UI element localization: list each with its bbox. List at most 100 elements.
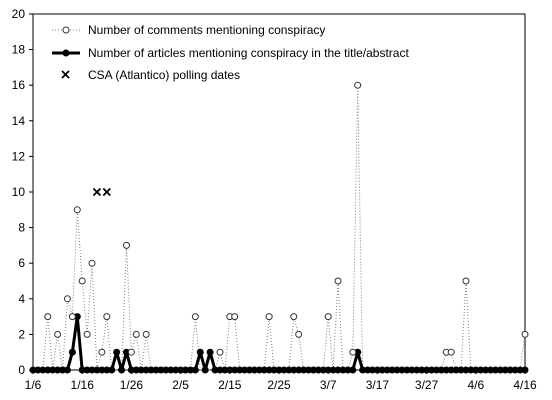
polling-point bbox=[102, 187, 111, 197]
comments-point bbox=[191, 313, 199, 321]
articles-point bbox=[118, 366, 126, 374]
x-tick-label: 2/25 bbox=[267, 378, 291, 392]
articles-point bbox=[418, 366, 426, 374]
articles-point bbox=[305, 366, 313, 374]
articles-point bbox=[398, 366, 406, 374]
articles-point bbox=[196, 348, 204, 356]
articles-point bbox=[329, 366, 337, 374]
articles-point bbox=[408, 366, 416, 374]
legend-marker-articles bbox=[62, 49, 70, 57]
articles-point bbox=[413, 366, 421, 374]
x-tick-label: 1/26 bbox=[120, 378, 144, 392]
articles-point bbox=[186, 366, 194, 374]
articles-point bbox=[211, 366, 219, 374]
articles-point bbox=[452, 366, 460, 374]
articles-point bbox=[216, 366, 224, 374]
comments-point bbox=[132, 330, 140, 338]
articles-point bbox=[339, 366, 347, 374]
articles-point bbox=[39, 366, 47, 374]
y-tick-label: 10 bbox=[12, 185, 26, 199]
articles-point bbox=[506, 366, 514, 374]
comments-point bbox=[73, 206, 81, 214]
articles-point bbox=[127, 366, 135, 374]
comments-point bbox=[324, 313, 332, 321]
articles-point bbox=[364, 366, 372, 374]
comments-point bbox=[103, 313, 111, 321]
articles-point bbox=[457, 366, 465, 374]
x-tick-label: 1/16 bbox=[71, 378, 95, 392]
y-axis: 0 2 4 6 8 10 12 14 16 18 20 bbox=[12, 7, 33, 377]
articles-point bbox=[403, 366, 411, 374]
articles-point bbox=[122, 348, 130, 356]
y-tick-label: 0 bbox=[18, 363, 25, 377]
articles-point bbox=[245, 366, 253, 374]
x-tick-label: 1/6 bbox=[25, 378, 42, 392]
articles-point bbox=[428, 366, 436, 374]
articles-point bbox=[63, 366, 71, 374]
articles-point bbox=[447, 366, 455, 374]
articles-point bbox=[487, 366, 495, 374]
y-tick-label: 8 bbox=[18, 221, 25, 235]
articles-point bbox=[29, 366, 37, 374]
articles-point bbox=[73, 313, 81, 321]
x-tick-label: 3/7 bbox=[320, 378, 337, 392]
articles-point bbox=[44, 366, 52, 374]
comments-point bbox=[349, 348, 357, 356]
comments-point bbox=[231, 313, 239, 321]
articles-point bbox=[354, 348, 362, 356]
articles-point bbox=[373, 366, 381, 374]
comments-point bbox=[290, 313, 298, 321]
articles-point bbox=[265, 366, 273, 374]
legend-label-polling: CSA (Atlantico) polling dates bbox=[88, 68, 240, 82]
legend-label-comments: Number of comments mentioning conspiracy bbox=[88, 23, 325, 37]
articles-point bbox=[275, 366, 283, 374]
comments-point bbox=[98, 348, 106, 356]
articles-point bbox=[88, 366, 96, 374]
articles-point bbox=[191, 366, 199, 374]
articles-point bbox=[226, 366, 234, 374]
articles-point bbox=[334, 366, 342, 374]
articles-point bbox=[93, 366, 101, 374]
articles-point bbox=[206, 348, 214, 356]
comments-point bbox=[521, 330, 529, 338]
y-tick-label: 14 bbox=[12, 114, 26, 128]
articles-point bbox=[501, 366, 509, 374]
y-tick-label: 20 bbox=[12, 7, 26, 21]
comments-point bbox=[216, 348, 224, 356]
y-tick-label: 12 bbox=[12, 149, 26, 163]
series-layer bbox=[29, 81, 529, 374]
articles-point bbox=[201, 366, 209, 374]
legend-item-polling: CSA (Atlantico) polling dates bbox=[61, 68, 240, 82]
comments-point bbox=[354, 81, 362, 89]
comments-point bbox=[63, 295, 71, 303]
x-tick-label: 4/16 bbox=[513, 378, 537, 392]
articles-point bbox=[280, 366, 288, 374]
articles-point bbox=[152, 366, 160, 374]
articles-point bbox=[162, 366, 170, 374]
articles-point bbox=[113, 348, 121, 356]
articles-point bbox=[491, 366, 499, 374]
articles-point bbox=[295, 366, 303, 374]
articles-point bbox=[496, 366, 504, 374]
articles-point bbox=[285, 366, 293, 374]
articles-point bbox=[167, 366, 175, 374]
comments-point bbox=[265, 313, 273, 321]
articles-point bbox=[319, 366, 327, 374]
comments-point bbox=[462, 277, 470, 285]
articles-point bbox=[423, 366, 431, 374]
comments-point bbox=[127, 348, 135, 356]
comments-point bbox=[142, 330, 150, 338]
articles-point bbox=[388, 366, 396, 374]
articles-point bbox=[349, 366, 357, 374]
articles-point bbox=[359, 366, 367, 374]
comments-point bbox=[334, 277, 342, 285]
articles-point bbox=[236, 366, 244, 374]
articles-point bbox=[137, 366, 145, 374]
articles-point bbox=[177, 366, 185, 374]
articles-point bbox=[442, 366, 450, 374]
x-tick-label: 4/6 bbox=[467, 378, 484, 392]
articles-point bbox=[157, 366, 165, 374]
comments-point bbox=[54, 330, 62, 338]
comments-point bbox=[68, 313, 76, 321]
